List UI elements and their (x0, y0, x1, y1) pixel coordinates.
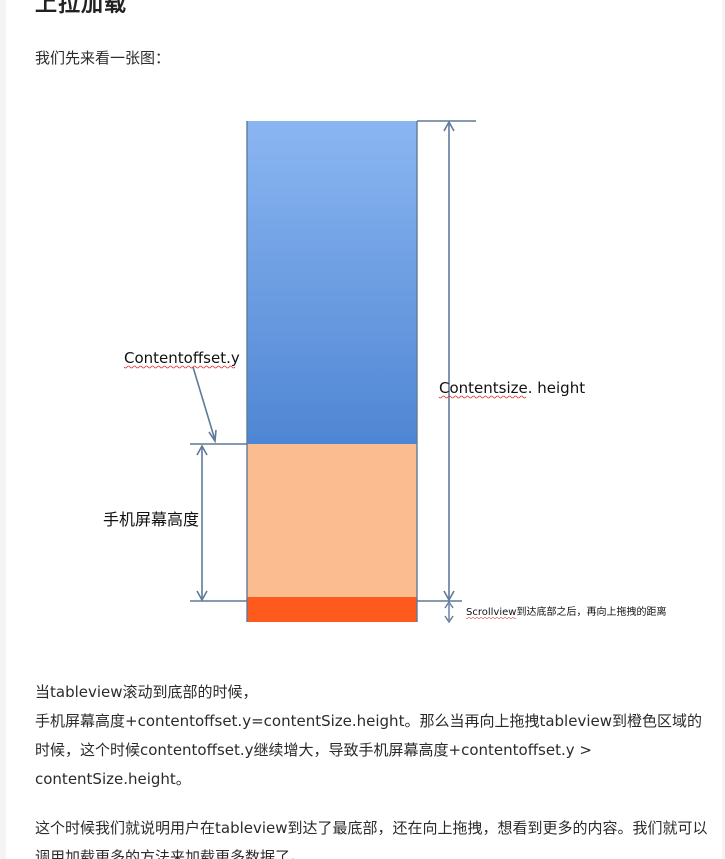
article-page: 上拉加载 我们先来看一张图： (6, 0, 722, 859)
contentsize-arrow (443, 120, 455, 602)
spellcheck-underline (123, 365, 236, 369)
drag-area (247, 597, 417, 622)
drag-distance-arrow (444, 600, 454, 624)
paragraph1-line1: 当tableview滚动到底部的时候， (35, 683, 258, 701)
spellcheck-underline (465, 616, 517, 620)
spellcheck-underline (438, 395, 527, 399)
contentoffset-pointer-arrow (192, 366, 217, 444)
screen-area (247, 444, 417, 597)
section-title: 上拉加载 (35, 0, 128, 16)
paragraph1-line2: 手机屏幕高度+contentoffset.y=contentSize.heigh… (35, 712, 702, 788)
scroll-diagram: Contentoffset.y Contentsize. height 手机屏幕… (103, 120, 666, 624)
paragraph2: 这个时候我们就说明用户在tableview到达了最底部，还在向上拖拽，想看到更多… (35, 819, 708, 859)
screen-height-arrow (196, 444, 208, 602)
intro-text: 我们先来看一张图： (35, 49, 171, 67)
content-area (247, 121, 417, 444)
drag-distance-label: Scrollview到达底部之后，再向上拖拽的距离 (466, 605, 666, 618)
contentoffset-label: Contentoffset.y (124, 349, 240, 367)
contentsize-label: Contentsize. height (439, 379, 585, 397)
screen-height-label: 手机屏幕高度 (103, 510, 199, 529)
reference-lines (190, 120, 476, 622)
